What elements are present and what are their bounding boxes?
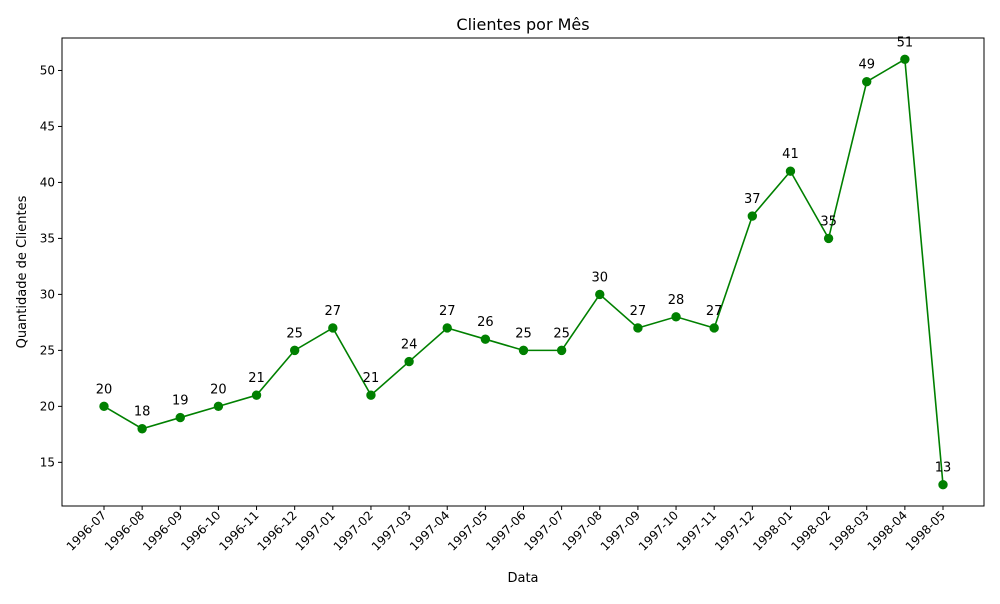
data-label: 25 xyxy=(286,326,303,341)
data-label: 13 xyxy=(935,461,952,476)
data-label: 41 xyxy=(782,147,799,162)
y-tick-label: 25 xyxy=(40,343,55,357)
data-point xyxy=(404,356,414,367)
data-label: 20 xyxy=(210,382,227,397)
data-point xyxy=(633,323,643,333)
data-label: 27 xyxy=(325,304,342,319)
data-point xyxy=(556,345,567,356)
y-tick-label: 30 xyxy=(40,287,55,301)
data-label: 30 xyxy=(591,270,608,285)
y-tick-label: 50 xyxy=(40,63,55,77)
data-label: 21 xyxy=(363,371,380,386)
data-label: 37 xyxy=(744,192,761,207)
data-label: 25 xyxy=(515,326,532,341)
data-point xyxy=(442,323,452,333)
data-label: 27 xyxy=(630,304,647,319)
y-tick-label: 20 xyxy=(40,399,55,413)
data-point xyxy=(175,412,185,423)
y-tick-label: 40 xyxy=(40,175,55,189)
data-point xyxy=(137,424,147,434)
data-label: 26 xyxy=(477,315,494,330)
data-point xyxy=(671,312,681,322)
data-label: 28 xyxy=(668,293,685,308)
y-tick-label: 15 xyxy=(40,455,55,469)
data-label: 27 xyxy=(439,304,456,319)
data-point xyxy=(938,480,948,490)
data-label: 19 xyxy=(172,394,189,409)
data-point xyxy=(900,54,910,64)
data-label: 21 xyxy=(248,371,265,386)
data-label: 51 xyxy=(897,35,914,50)
plot-area: 20 18 19 20 21 25 27 21 24 27 26 25 25 30 27 28 27 37 41 35… xyxy=(96,35,952,490)
y-axis: 15 20 25 30 35 40 45 50 xyxy=(40,63,62,469)
chart-title: Clientes por Mês xyxy=(456,15,589,34)
x-axis-label: Data xyxy=(507,571,538,586)
data-point xyxy=(99,401,109,412)
data-label: 25 xyxy=(553,326,570,341)
data-point xyxy=(823,233,834,244)
data-point xyxy=(289,345,300,356)
data-point xyxy=(747,211,758,221)
data-label: 18 xyxy=(134,405,151,420)
data-point xyxy=(480,334,491,344)
y-axis-label: Quantidade de Clientes xyxy=(15,195,30,348)
data-point xyxy=(366,390,376,400)
data-label: 24 xyxy=(401,338,418,353)
data-point xyxy=(518,345,529,356)
data-point xyxy=(251,390,262,400)
y-tick-label: 35 xyxy=(40,231,55,245)
data-label: 35 xyxy=(820,214,837,229)
y-tick-label: 45 xyxy=(40,119,55,133)
data-label: 20 xyxy=(96,382,113,397)
data-point xyxy=(785,166,796,176)
data-label: 27 xyxy=(706,304,723,319)
data-point xyxy=(213,401,224,412)
data-point xyxy=(709,323,719,333)
data-point xyxy=(328,323,338,333)
data-label: 49 xyxy=(858,58,875,73)
data-point xyxy=(862,76,872,87)
data-point xyxy=(595,289,605,300)
